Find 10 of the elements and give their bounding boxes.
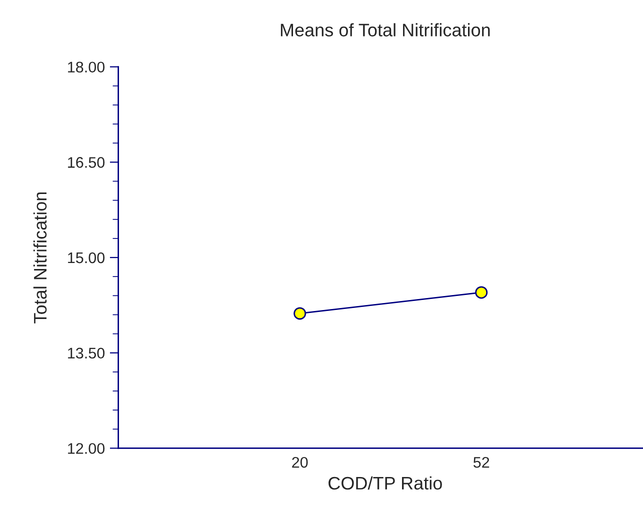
y-tick-label: 18.00 [68,62,105,73]
y-tick-label: 13.50 [68,348,105,359]
y-axis-title: Total Nitrification [33,192,47,324]
y-tick-label: 12.00 [68,443,105,454]
x-axis-title: COD/TP Ratio [328,476,442,490]
y-tick-label: 16.50 [68,157,105,168]
y-tick-label: 15.00 [68,252,105,264]
chart-title: Means of Total Nitrification [280,23,490,36]
x-tick-label: 52 [473,456,490,468]
x-tick-label: 20 [292,456,308,468]
